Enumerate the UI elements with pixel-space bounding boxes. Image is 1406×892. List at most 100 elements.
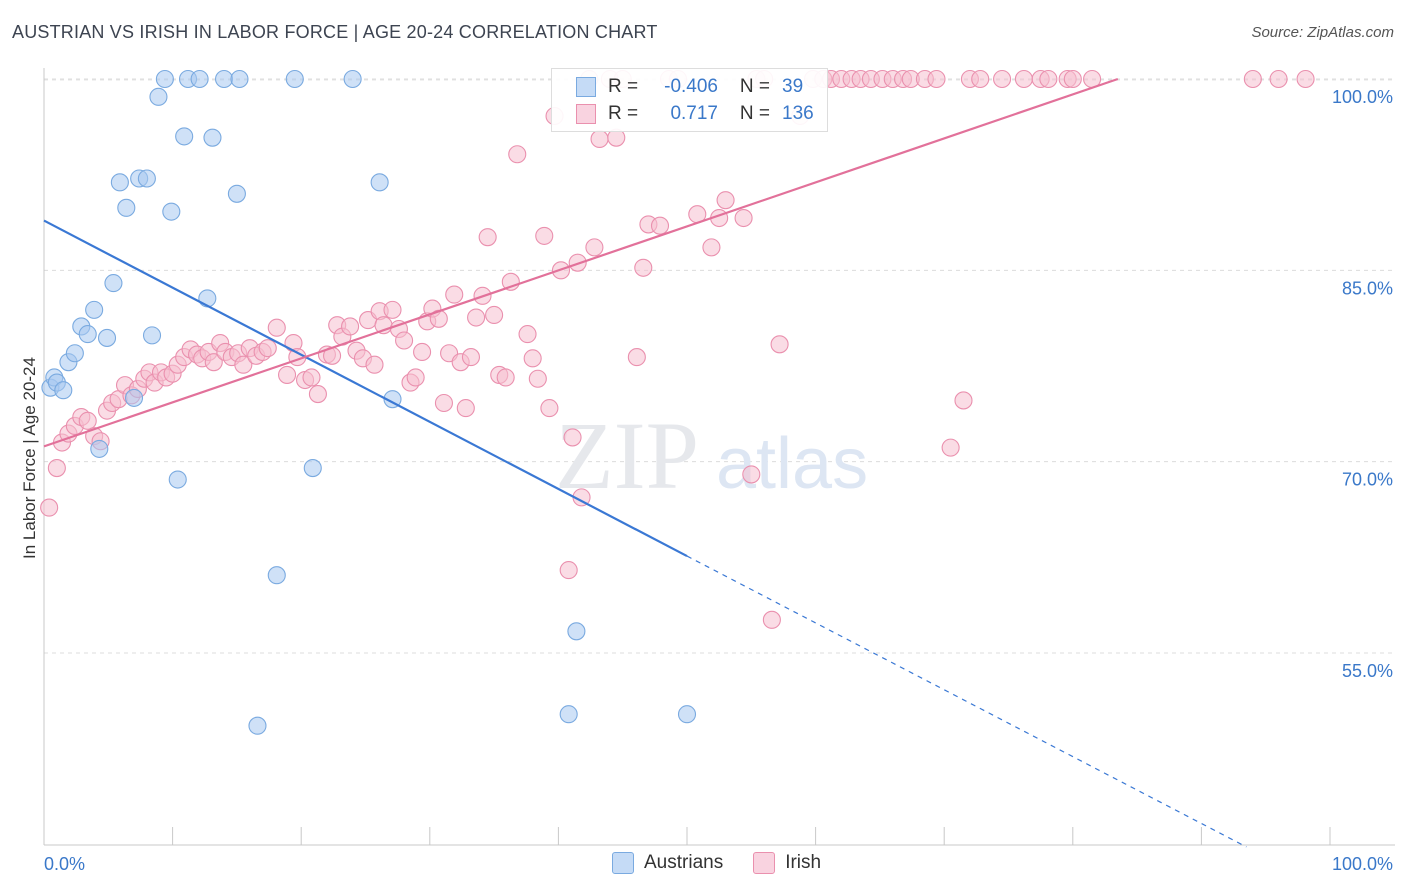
irish-point bbox=[413, 342, 432, 362]
irish-point bbox=[78, 411, 97, 430]
irish-point bbox=[1063, 69, 1082, 89]
irish-point bbox=[559, 561, 578, 580]
irish-point bbox=[993, 69, 1012, 89]
x-tick-label: 0.0% bbox=[44, 854, 85, 874]
legend-row-irish: R = 0.717 N = 136 bbox=[576, 101, 822, 127]
irish-point bbox=[47, 458, 66, 478]
irish-point bbox=[1269, 69, 1288, 89]
austrians-point bbox=[124, 388, 144, 407]
austrians-point bbox=[190, 69, 209, 89]
irish-point bbox=[762, 610, 781, 629]
correlation-legend: R = -0.406 N = 39 R = 0.717 N = 136 bbox=[551, 68, 828, 132]
austrians-label: Austrians bbox=[644, 852, 724, 873]
austrians-trend-extension bbox=[686, 555, 1247, 848]
austrians-point bbox=[155, 69, 174, 89]
austrians-point bbox=[203, 128, 222, 147]
austrians-point bbox=[137, 169, 156, 188]
irish-point bbox=[585, 238, 604, 257]
austrians-point bbox=[78, 325, 97, 344]
y-tick-label: 100.0% bbox=[1332, 87, 1393, 107]
irish-point bbox=[523, 349, 542, 368]
series-legend-irish: Irish bbox=[753, 852, 821, 874]
austrians-swatch bbox=[612, 852, 634, 874]
irish-point bbox=[456, 399, 475, 418]
irish-point bbox=[365, 355, 384, 374]
austrians-point bbox=[110, 173, 129, 192]
irish-label: Irish bbox=[785, 852, 822, 873]
watermark: ZIP atlas bbox=[555, 402, 868, 509]
legend-r-value: 0.717 bbox=[670, 103, 718, 124]
y-tick-label: 55.0% bbox=[1342, 661, 1393, 681]
legend-r-value: -0.406 bbox=[664, 76, 718, 97]
austrians-point bbox=[214, 69, 234, 89]
irish-point bbox=[971, 69, 990, 89]
austrians-point bbox=[117, 198, 136, 217]
irish-point bbox=[716, 191, 735, 210]
austrians-point bbox=[303, 458, 322, 478]
x-tick-label: 100.0% bbox=[1332, 854, 1393, 874]
austrians-point bbox=[65, 344, 84, 363]
y-tick-label: 85.0% bbox=[1342, 278, 1393, 298]
irish-point bbox=[540, 399, 559, 418]
irish-point bbox=[395, 331, 414, 350]
legend-n-label: N = bbox=[739, 103, 770, 124]
legend-swatch-irish bbox=[576, 104, 596, 124]
austrians-point bbox=[104, 274, 123, 293]
austrians-point bbox=[168, 470, 187, 489]
irish-point bbox=[258, 339, 277, 358]
irish-point bbox=[1039, 69, 1058, 89]
legend-n-value: 136 bbox=[782, 103, 814, 124]
trend-lines bbox=[43, 77, 1247, 848]
irish-point bbox=[627, 348, 646, 367]
austrians-point bbox=[54, 381, 73, 400]
irish-trend-line bbox=[43, 77, 1119, 448]
austrians-point bbox=[162, 202, 181, 221]
irish-point bbox=[535, 226, 554, 245]
irish-point bbox=[383, 300, 402, 319]
irish-point bbox=[485, 305, 504, 325]
irish-point bbox=[40, 498, 59, 517]
irish-point bbox=[308, 385, 327, 404]
irish-point bbox=[278, 365, 297, 384]
austrians-point bbox=[90, 439, 109, 458]
irish-point bbox=[650, 216, 670, 235]
austrians-point bbox=[559, 705, 578, 724]
irish-point bbox=[478, 228, 497, 247]
irish-point bbox=[234, 355, 253, 374]
legend-row-austrians: R = -0.406 N = 39 bbox=[576, 74, 822, 100]
austrians-point bbox=[142, 326, 162, 345]
irish-point bbox=[1296, 69, 1315, 89]
axes bbox=[43, 68, 1395, 846]
austrians-point bbox=[267, 566, 286, 585]
austrians-point bbox=[567, 622, 586, 641]
irish-swatch bbox=[753, 852, 776, 874]
irish-point bbox=[702, 238, 721, 257]
austrians-trend-line bbox=[43, 219, 688, 558]
austrians-point bbox=[677, 705, 697, 724]
irish-point bbox=[734, 208, 753, 228]
legend-n-value: 39 bbox=[782, 76, 804, 97]
irish-point bbox=[1014, 69, 1033, 89]
y-axis-label: In Labor Force | Age 20-24 bbox=[20, 357, 39, 559]
austrians-point bbox=[198, 289, 217, 308]
austrians-point bbox=[227, 184, 246, 203]
austrians-point bbox=[85, 300, 104, 319]
austrians-point bbox=[285, 69, 304, 89]
chart-title: AUSTRIAN VS IRISH IN LABOR FORCE | AGE 2… bbox=[12, 22, 658, 42]
irish-point bbox=[954, 391, 973, 410]
series-legend: Austrians Irish bbox=[612, 852, 851, 874]
austrians-point bbox=[175, 127, 194, 146]
irish-point bbox=[267, 318, 286, 337]
legend-r-label: R = bbox=[608, 76, 639, 97]
irish-point bbox=[563, 428, 582, 447]
legend-r-label: R = bbox=[608, 103, 639, 124]
irish-point bbox=[742, 465, 761, 484]
legend-swatch-austrians bbox=[576, 77, 596, 97]
austrians-point bbox=[248, 716, 267, 735]
source-label: Source: ZipAtlas.com bbox=[1251, 24, 1394, 41]
irish-point bbox=[634, 258, 653, 277]
irish-point bbox=[518, 325, 537, 344]
irish-point bbox=[467, 308, 486, 327]
irish-point bbox=[508, 145, 527, 164]
